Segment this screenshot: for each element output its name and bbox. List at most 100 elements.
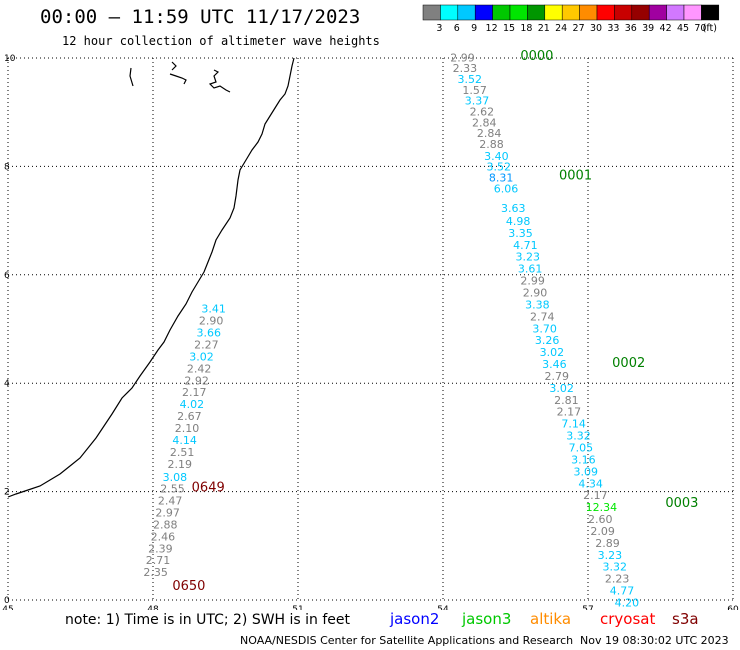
wave-height-value: 2.90 (523, 286, 548, 299)
wave-height-value: 2.09 (590, 525, 615, 538)
satellite-legend-altika: altika (530, 610, 572, 628)
wave-height-value: 2.17 (583, 489, 608, 502)
footer-timestamp: Nov 19 08:30:02 UTC 2023 (580, 634, 729, 647)
colorbar-label: 15 (503, 23, 515, 34)
wave-height-value: 3.23 (516, 251, 541, 264)
y-tick-label: 0 (4, 596, 10, 606)
wave-height-value: 2.74 (530, 310, 555, 323)
colorbar-label: 3 (436, 23, 442, 34)
satellite-legend-cryosat: cryosat (600, 610, 656, 628)
colorbar-label: 70 (694, 23, 706, 34)
y-tick-label: 8 (4, 162, 10, 172)
wave-height-value: 3.26 (535, 334, 560, 347)
wave-height-value: 2.71 (146, 554, 171, 567)
time-labels: 0000 0001 0002 0003 0649 0650 (172, 49, 698, 594)
colorbar-label: 12 (486, 23, 498, 34)
time-label: 0650 (172, 579, 205, 594)
wave-height-value: 3.02 (549, 382, 574, 395)
footer-credit: NOAA/NESDIS Center for Satellite Applica… (240, 634, 574, 647)
wave-height-value: 3.23 (598, 549, 623, 562)
x-tick-label: 45 (2, 605, 13, 610)
wave-height-value: 3.40 (484, 150, 509, 163)
colorbar-label: 9 (471, 23, 477, 34)
wave-height-value: 2.88 (479, 138, 504, 151)
map-grid (7, 57, 734, 601)
wave-height-value: 2.88 (153, 518, 178, 531)
time-label: 0001 (559, 168, 592, 183)
x-tick-label: 51 (292, 605, 303, 610)
wave-height-value: 2.79 (545, 370, 570, 383)
coastline-path (7, 57, 295, 498)
y-tick-label: 4 (4, 379, 10, 389)
wave-height-value: 2.42 (187, 362, 212, 375)
wave-height-value: 8.31 (489, 172, 513, 185)
wave-height-value: 7.14 (561, 418, 586, 431)
colorbar-unit: (ft) (703, 23, 717, 34)
colorbar-label: 27 (573, 23, 585, 34)
x-tick-label: 57 (582, 605, 593, 610)
wave-height-value: 2.19 (168, 458, 193, 471)
wave-height-value: 2.10 (175, 422, 200, 435)
wave-height-value: 1.57 (462, 84, 487, 97)
wave-height-value: 7.05 (569, 441, 594, 454)
wave-height-map: 2.992.333.521.573.372.622.842.842.883.40… (2, 49, 739, 610)
wave-height-value: 2.55 (160, 483, 185, 496)
time-label: 0649 (192, 481, 225, 496)
wave-height-value: 2.17 (557, 406, 582, 419)
wave-height-value: 2.62 (470, 105, 495, 118)
wave-height-value: 3.52 (458, 73, 483, 86)
wave-height-value: 2.35 (143, 566, 168, 579)
colorbar-label: 6 (454, 23, 460, 34)
satellite-legend-jason3: jason3 (462, 610, 512, 628)
time-label: 0003 (665, 496, 698, 511)
wave-height-value: 3.52 (487, 161, 512, 174)
track-0000: 2.992.333.521.573.372.622.842.842.883.40… (450, 51, 641, 610)
y-tick-label: 6 (4, 271, 10, 281)
wave-height-value: 6.06 (494, 182, 519, 195)
wave-height-value: 4.71 (513, 239, 538, 252)
x-tick-label: 54 (437, 605, 449, 610)
footer-note: note: 1) Time is in UTC; 2) SWH is in fe… (65, 612, 351, 628)
wave-height-value: 2.84 (477, 127, 502, 140)
wave-height-value: 2.47 (158, 495, 183, 508)
x-tick-label: 60 (727, 605, 739, 610)
altimeter-tracks: 2.992.333.521.573.372.622.842.842.883.40… (143, 51, 641, 610)
wave-height-value: 2.46 (151, 530, 176, 543)
wave-height-value: 2.84 (472, 116, 497, 129)
colorbar-label: 45 (677, 23, 689, 34)
island-2 (169, 61, 187, 85)
x-tick-label: 48 (147, 605, 159, 610)
wave-height-value: 2.97 (155, 507, 180, 520)
wave-height-value: 3.16 (571, 453, 596, 466)
track-0649: 3.412.903.662.273.022.422.922.174.022.67… (143, 303, 226, 579)
wave-height-value: 3.02 (540, 346, 565, 359)
wave-height-value: 3.09 (574, 465, 599, 478)
wave-height-value: 3.35 (508, 227, 533, 240)
wave-height-value: 2.39 (148, 542, 173, 555)
wave-height-value: 4.20 (615, 597, 640, 610)
colorbar-label: 36 (625, 23, 637, 34)
wave-height-value: 3.61 (518, 263, 543, 276)
colorbar-label: 18 (520, 23, 532, 34)
y-tick-label: 10 (4, 54, 16, 64)
wave-height-value: 4.14 (172, 434, 197, 447)
island-3 (208, 69, 231, 93)
wave-height-value: 12.34 (586, 501, 618, 514)
colorbar-label: 21 (538, 23, 550, 34)
axis-labels: 45 48 51 54 57 60 0 2 4 6 8 10 (2, 54, 739, 610)
wave-height-value: 4.77 (610, 585, 635, 598)
wave-height-value: 2.89 (595, 537, 620, 550)
wave-height-value: 2.92 (184, 374, 209, 387)
y-tick-label: 2 (4, 488, 10, 498)
time-label: 0000 (520, 49, 553, 64)
wave-height-value: 4.34 (578, 477, 603, 490)
wave-height-value: 4.98 (506, 215, 531, 228)
wave-height-value: 3.08 (163, 471, 188, 484)
wave-height-value: 2.99 (450, 51, 475, 64)
wave-height-value: 3.70 (532, 322, 557, 335)
colorbar-swatch (701, 4, 720, 21)
colorbar-label: 39 (642, 23, 654, 34)
wave-height-value: 2.23 (605, 573, 630, 586)
colorbar-label: 33 (607, 23, 619, 34)
